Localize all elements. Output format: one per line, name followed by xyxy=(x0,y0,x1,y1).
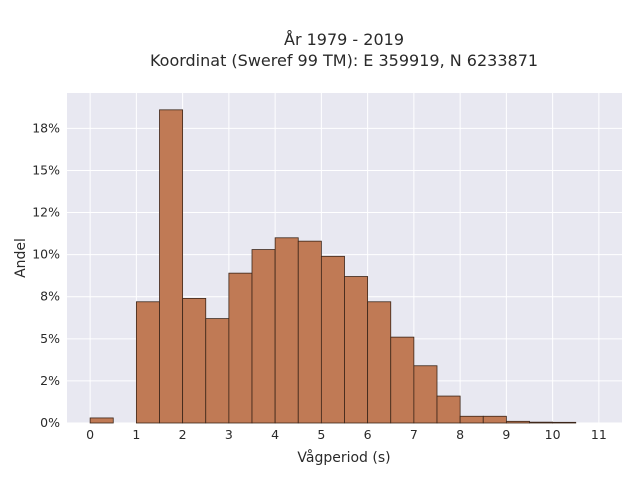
y-tick-label-7: 18% xyxy=(32,120,60,135)
histogram-bar-13 xyxy=(390,336,415,424)
y-tick-label-3: 8% xyxy=(40,289,60,304)
histogram-bar-8 xyxy=(274,237,299,424)
histogram-bar-18 xyxy=(505,420,530,424)
x-tick-label-0: 0 xyxy=(86,427,94,442)
histogram-bar-7 xyxy=(251,249,276,424)
histogram-bar-11 xyxy=(344,276,369,424)
histogram-bar-3 xyxy=(159,109,184,424)
y-tick-label-2: 5% xyxy=(40,331,60,346)
histogram-bar-0 xyxy=(89,417,114,424)
x-tick-label-1: 1 xyxy=(132,427,140,442)
chart-title-line1: År 1979 - 2019 xyxy=(284,30,404,49)
histogram-bar-16 xyxy=(459,415,484,424)
x-tick-label-5: 5 xyxy=(317,427,325,442)
x-tick-label-8: 8 xyxy=(456,427,464,442)
y-tick-label-6: 15% xyxy=(32,162,60,177)
histogram-bar-15 xyxy=(436,395,461,424)
histogram-bar-5 xyxy=(205,318,230,424)
histogram-bar-14 xyxy=(413,365,438,424)
y-tick-label-4: 10% xyxy=(32,247,60,262)
histogram-bar-20 xyxy=(552,421,577,424)
x-tick-label-11: 11 xyxy=(591,427,607,442)
y-tick-label-5: 12% xyxy=(32,205,60,220)
x-tick-label-10: 10 xyxy=(545,427,561,442)
x-tick-label-4: 4 xyxy=(271,427,279,442)
x-tick-label-9: 9 xyxy=(502,427,510,442)
bars xyxy=(89,109,577,424)
x-tick-label-6: 6 xyxy=(364,427,372,442)
histogram-bar-17 xyxy=(482,415,507,424)
y-axis-label: Andel xyxy=(13,238,29,278)
x-tick-label-3: 3 xyxy=(225,427,233,442)
histogram-bar-19 xyxy=(529,421,554,424)
histogram-bar-10 xyxy=(320,255,345,424)
histogram-bar-6 xyxy=(228,272,253,424)
y-tick-label-0: 0% xyxy=(40,415,60,430)
y-tick-label-1: 2% xyxy=(40,373,60,388)
x-tick-label-7: 7 xyxy=(410,427,418,442)
x-tick-label-2: 2 xyxy=(179,427,187,442)
histogram-bar-2 xyxy=(135,301,160,424)
histogram-bar-12 xyxy=(367,301,392,424)
x-tick-labels: 0 1 2 3 4 5 6 7 8 9 10 11 xyxy=(86,427,607,442)
histogram-bar-4 xyxy=(182,298,207,424)
y-tick-labels: 0% 2% 5% 8% 10% 12% 15% 18% xyxy=(32,120,60,430)
chart-title-line2: Koordinat (Sweref 99 TM): E 359919, N 62… xyxy=(150,51,538,70)
x-axis-label: Vågperiod (s) xyxy=(297,449,390,466)
histogram-bar-9 xyxy=(297,240,322,424)
